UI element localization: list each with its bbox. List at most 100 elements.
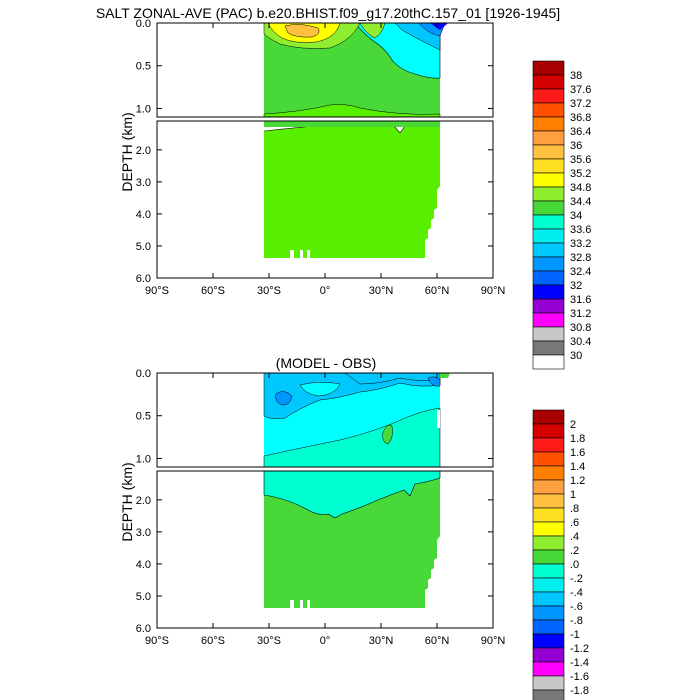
top-legend-swatch (532, 340, 565, 356)
top-legend-label: 30.8 (570, 322, 591, 334)
top-upper-bottom-bump (263, 104, 441, 117)
top-legend-swatch (532, 214, 565, 230)
top-chart: SALT ZONAL-AVE (PAC) b.e20.BHIST.f09_g17… (96, 5, 591, 370)
bottom-ytick-label: 0.0 (136, 368, 151, 380)
bottom-legend-swatch (532, 647, 565, 663)
top-legend-swatch (532, 60, 565, 76)
bottom-ytick-label: 6.0 (136, 623, 151, 635)
bottom-lower-bathy-notch (300, 600, 303, 608)
bottom-ytick-label: 3.0 (136, 527, 151, 539)
bottom-ytick-label: 1.0 (136, 453, 151, 465)
bottom-xtick-label: 30°S (257, 635, 281, 647)
bottom-lower-bathy-notch (290, 600, 294, 608)
top-ytick-label: 0.0 (136, 18, 151, 30)
top-legend-swatch (532, 158, 565, 174)
bottom-legend-label: 1 (570, 489, 576, 501)
top-xtick-label: 30°S (257, 285, 281, 297)
bottom-legend-label: 1.4 (570, 461, 585, 473)
top-upper-darkblue-region (430, 23, 448, 30)
bottom-legend-label: .2 (570, 545, 579, 557)
top-x-ticks: 90°S 60°S 30°S 0° 30°N 60°N 90°N (145, 23, 505, 297)
bottom-legend-label: -1.8 (570, 685, 589, 697)
bottom-legend-label: 1.8 (570, 433, 585, 445)
bottom-xtick-label: 90°N (481, 635, 506, 647)
bottom-legend-label: .0 (570, 559, 579, 571)
bottom-ytick-label: 0.5 (136, 411, 151, 423)
bottom-legend-swatch (532, 549, 565, 565)
bottom-legend-swatch (532, 479, 565, 495)
bottom-legend-label: .6 (570, 517, 579, 529)
bottom-legend-swatch (532, 423, 565, 439)
bottom-legend-swatch (532, 451, 565, 467)
bottom-ylabel: DEPTH (km) (119, 462, 135, 541)
top-legend-swatch (532, 312, 565, 328)
top-legend-swatch (532, 298, 565, 314)
bottom-legend-swatch (532, 577, 565, 593)
top-legend-label: 34 (570, 210, 582, 222)
top-xtick-label: 90°S (145, 285, 169, 297)
bottom-upper-blue-blob (275, 391, 293, 406)
top-legend-label: 30 (570, 350, 582, 362)
top-legend-label: 30.4 (570, 336, 591, 348)
bottom-legend-label: 2 (570, 419, 576, 431)
bottom-legend-swatch (532, 521, 565, 537)
bottom-legend-swatch (532, 535, 565, 551)
bottom-legend-label: -.6 (570, 601, 583, 613)
bottom-upper-green-blob (382, 424, 393, 445)
top-upper-panel (156, 22, 494, 118)
bottom-legend-swatch (532, 633, 565, 649)
top-legend-label: 31.6 (570, 294, 591, 306)
bottom-xtick-label: 90°S (145, 635, 169, 647)
bottom-legend-label: -1.6 (570, 671, 589, 683)
top-legend-label: 36.4 (570, 126, 591, 138)
top-legend-label: 37.6 (570, 84, 591, 96)
top-xtick-label: 30°N (369, 285, 394, 297)
bottom-xtick-label: 0° (320, 635, 331, 647)
top-legend-swatch (532, 116, 565, 132)
bottom-legend-label: -1.2 (570, 643, 589, 655)
top-legend-label: 38 (570, 70, 582, 82)
bottom-legend-label: -.2 (570, 573, 583, 585)
bottom-lower-bathy-notch (307, 600, 310, 608)
top-ytick-label: 5.0 (136, 241, 151, 253)
top-ytick-label: 4.0 (136, 209, 151, 221)
top-legend-swatch (532, 172, 565, 188)
top-title: SALT ZONAL-AVE (PAC) b.e20.BHIST.f09_g17… (96, 5, 560, 21)
top-ytick-label: 1.0 (136, 103, 151, 115)
top-legend-label: 33.2 (570, 238, 591, 250)
bottom-legend-label: .8 (570, 503, 579, 515)
bottom-legend-label: 1.6 (570, 447, 585, 459)
bottom-y-ticks: 0.0 0.5 1.0 2.0 3.0 4.0 5.0 6.0 (136, 368, 493, 635)
top-legend-swatch (532, 102, 565, 118)
top-xtick-label: 60°N (425, 285, 450, 297)
bottom-upper-warm-spot (440, 373, 450, 378)
top-legend-swatch (532, 326, 565, 342)
bottom-lower-panel (156, 470, 494, 629)
top-legend-swatch (532, 270, 565, 286)
top-legend-swatch (532, 130, 565, 146)
top-legend-label: 35.6 (570, 154, 591, 166)
bottom-legend-swatch (532, 689, 565, 700)
top-upper-lightgreen-east (359, 23, 386, 39)
top-legend-swatch (532, 256, 565, 272)
top-legend-label: 33.6 (570, 224, 591, 236)
top-ytick-label: 6.0 (136, 273, 151, 285)
bottom-legend-label: -.8 (570, 615, 583, 627)
top-xtick-label: 0° (320, 285, 331, 297)
top-xtick-label: 90°N (481, 285, 506, 297)
bottom-lower-teal-region (263, 471, 441, 519)
top-xtick-label: 60°S (201, 285, 225, 297)
bottom-legend-swatch (532, 591, 565, 607)
bottom-upper-teal-region (263, 407, 441, 467)
top-legend-label: 32.8 (570, 252, 591, 264)
bottom-x-ticks: 90°S 60°S 30°S 0° 30°N 60°N 90°N (145, 373, 505, 647)
bottom-legend-label: -.4 (570, 587, 583, 599)
bottom-upper-blue-blob-east (427, 376, 441, 387)
top-legend-swatch (532, 284, 565, 300)
bottom-upper-east-edge (437, 410, 440, 428)
bottom-legend-label: .4 (570, 531, 579, 543)
bottom-legend-swatch (532, 437, 565, 453)
bottom-legend-swatch (532, 661, 565, 677)
top-ylabel: DEPTH (km) (119, 112, 135, 191)
